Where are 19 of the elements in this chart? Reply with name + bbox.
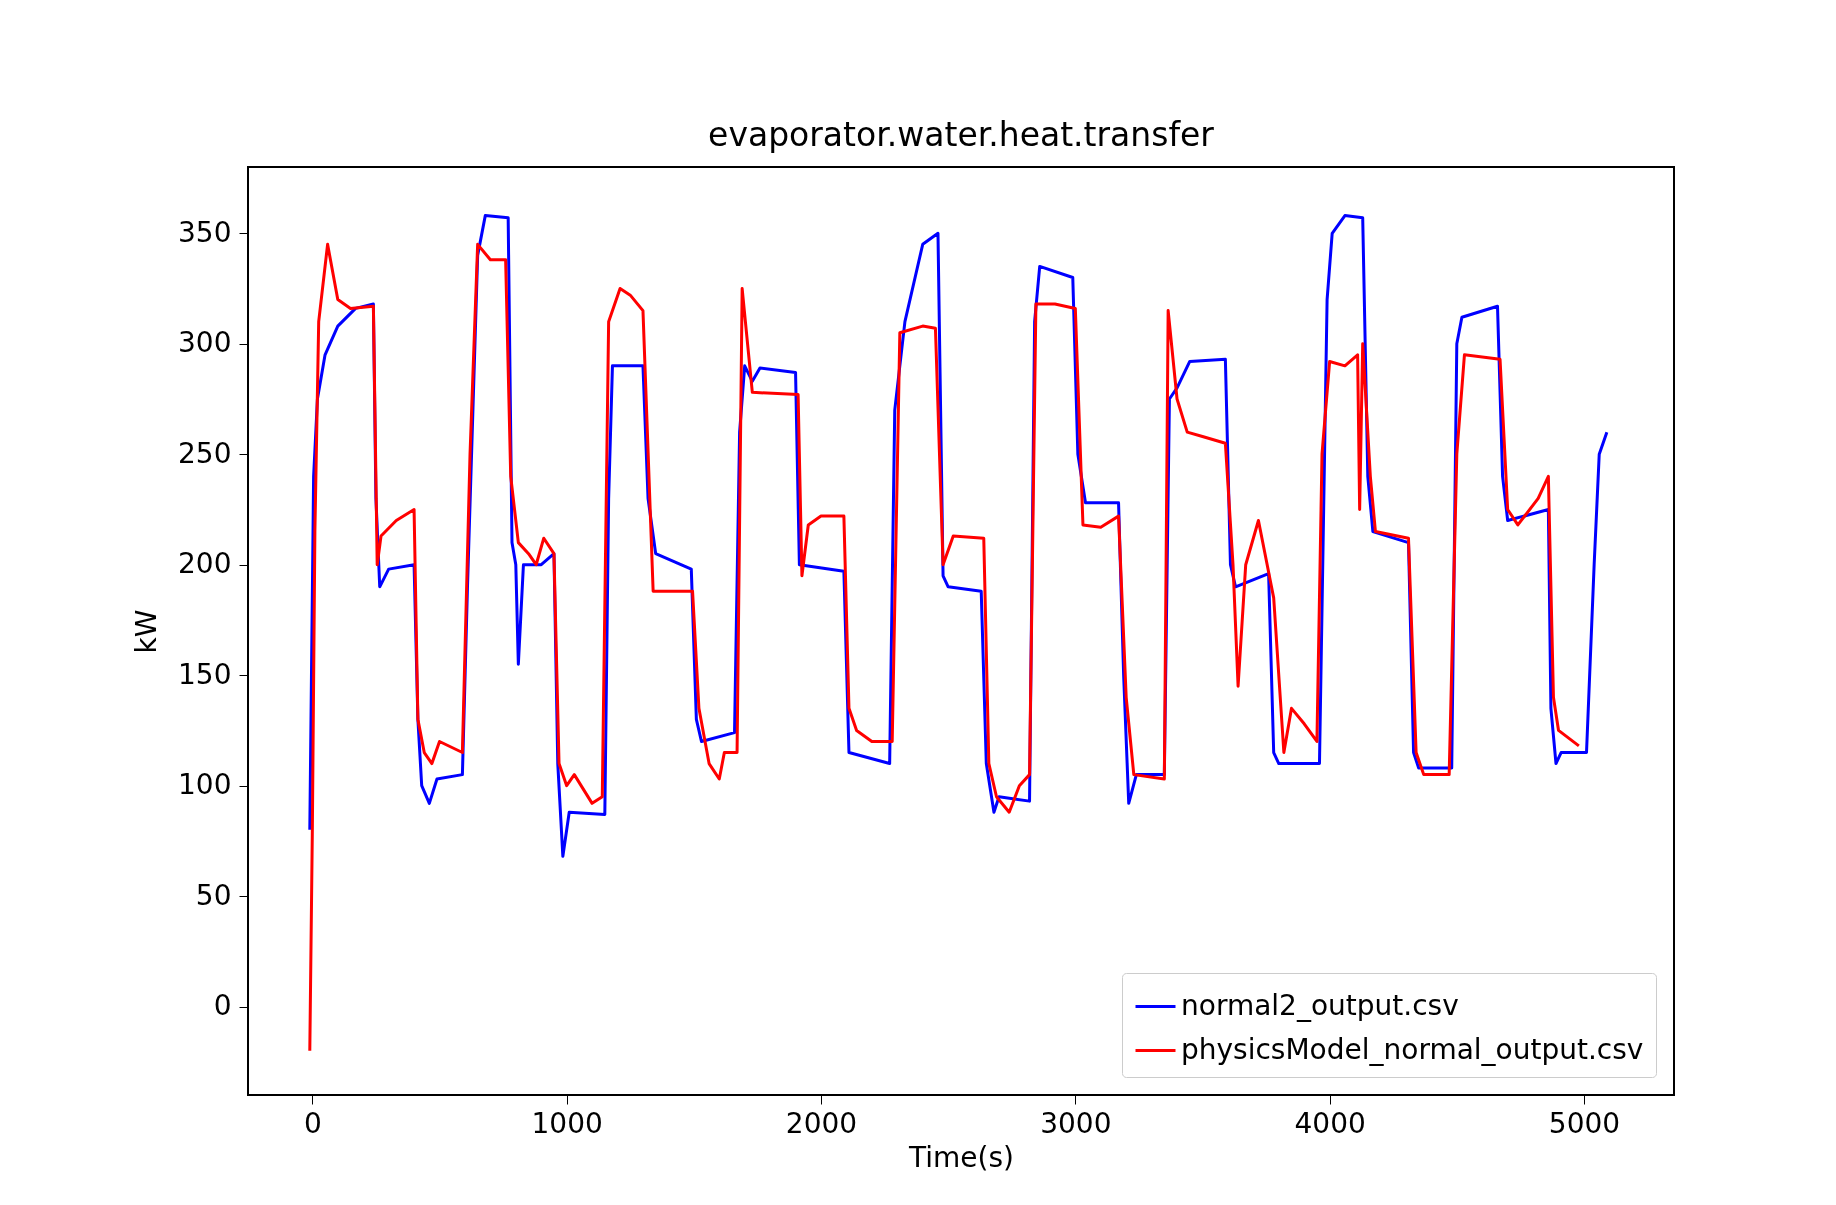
legend-label: normal2_output.csv: [1181, 988, 1459, 1022]
y-tick-label: 200: [178, 547, 232, 581]
chart-title: evaporator.water.heat.transfer: [708, 115, 1215, 154]
y-tick-label: 250: [178, 436, 232, 470]
x-tick-label: 1000: [531, 1106, 603, 1140]
y-tick-label: 50: [195, 878, 232, 912]
x-tick-label: 2000: [785, 1106, 858, 1140]
y-tick-label: 300: [178, 326, 232, 360]
y-tick-label: 100: [178, 768, 232, 802]
x-tick-label: 0: [303, 1106, 322, 1140]
legend-label: physicsModel_normal_output.csv: [1181, 1032, 1644, 1066]
y-axis-title: kW: [130, 609, 164, 654]
x-tick-label: 5000: [1548, 1106, 1621, 1140]
x-axis-title: Time(s): [908, 1140, 1014, 1174]
y-tick-label: 150: [178, 657, 232, 691]
y-tick-label: 0: [213, 989, 232, 1023]
x-tick-label: 4000: [1294, 1106, 1366, 1140]
y-tick-label: 350: [178, 215, 232, 249]
x-tick-label: 3000: [1040, 1106, 1112, 1140]
